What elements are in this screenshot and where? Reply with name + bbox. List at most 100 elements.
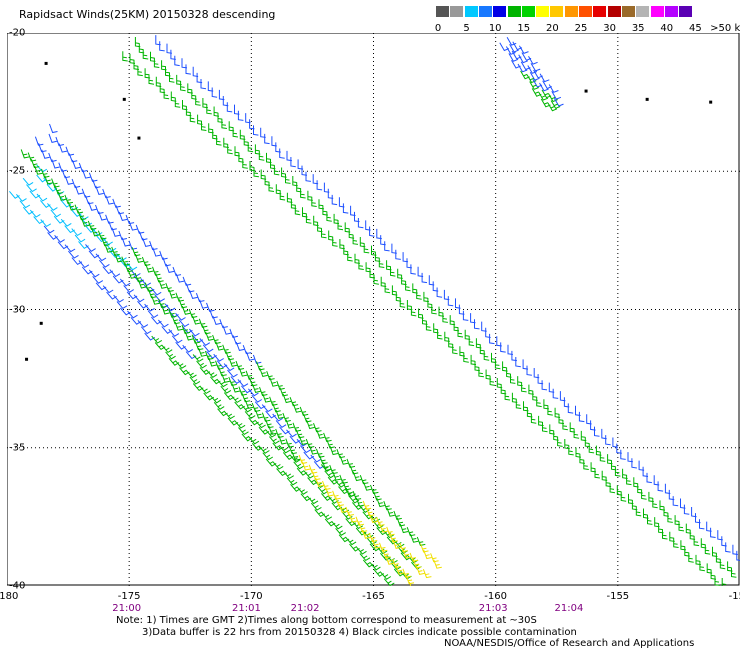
wind-barb [166, 43, 172, 54]
wind-barb [647, 514, 653, 525]
wind-barb [626, 474, 632, 486]
island-markers [25, 61, 713, 361]
wind-barb [391, 243, 397, 254]
time-label: 21:01 [232, 603, 261, 614]
wind-barb [511, 392, 518, 403]
wind-barb [98, 211, 107, 221]
wind-barb [301, 461, 311, 471]
wind-barb [264, 133, 270, 145]
wind-barb [518, 45, 529, 55]
wind-barb [470, 354, 477, 366]
legend-swatch [564, 6, 578, 17]
wind-barb [384, 241, 390, 252]
wind-barb [316, 429, 325, 439]
wind-barb [296, 182, 302, 193]
wind-barb [95, 204, 104, 215]
wind-barb [288, 445, 298, 455]
wind-barb [168, 357, 180, 366]
wind-barb [302, 207, 308, 218]
wind-barb [150, 51, 156, 62]
wind-barb [358, 259, 364, 270]
wind-barb [275, 409, 285, 419]
wind-barb [564, 439, 570, 450]
wind-barb [281, 167, 287, 178]
wind-barb [199, 367, 211, 375]
wind-barb [594, 426, 600, 437]
wind-barb [269, 396, 278, 406]
wind-barb [601, 470, 608, 481]
legend-label: 40 [660, 23, 674, 34]
wind-barb [111, 246, 120, 256]
wind-barb [611, 460, 617, 471]
wind-barb [370, 484, 379, 494]
wind-barb [192, 66, 199, 77]
wind-barb [115, 205, 125, 215]
wind-barb [71, 257, 83, 266]
wind-barb [343, 245, 349, 256]
legend-label: 0 [434, 23, 442, 34]
wind-barb [258, 150, 265, 161]
wind-barb [244, 411, 256, 419]
wind-barb [275, 142, 281, 153]
wind-barb [614, 466, 621, 477]
wind-barb [268, 425, 277, 435]
wind-barb [293, 461, 305, 470]
wind-barb [118, 230, 127, 241]
wind-barb [48, 152, 57, 163]
wind-barb [159, 83, 166, 94]
wind-barb [248, 388, 259, 397]
wind-barb [727, 561, 733, 572]
wind-barb [216, 135, 222, 146]
wind-barb [319, 455, 328, 465]
wind-barb [217, 112, 223, 123]
wind-barb [137, 279, 147, 289]
wind-barb [112, 275, 124, 284]
wind-barb [383, 578, 395, 586]
wind-barb [712, 546, 718, 557]
wind-barb [485, 327, 491, 338]
wind-barb [296, 438, 308, 447]
wind-barb [305, 213, 312, 224]
wind-barb [470, 313, 476, 324]
wind-barb [43, 225, 55, 234]
wind-barb [189, 112, 196, 123]
wind-barb [135, 224, 145, 234]
wind-barb [119, 278, 131, 287]
wind-barb [393, 510, 402, 520]
wind-barb [348, 228, 355, 239]
wind-barb [384, 283, 391, 294]
wind-barb [254, 401, 266, 410]
wind-barb [282, 393, 292, 404]
legend-swatch [679, 6, 693, 17]
wind-barb [212, 334, 221, 345]
wind-barb [174, 321, 184, 331]
time-label: 21:03 [478, 603, 508, 614]
wind-barb [494, 359, 501, 370]
wind-barb [47, 232, 58, 240]
wind-barb [631, 458, 637, 469]
legend-swatch [650, 6, 664, 17]
wind-barb [78, 162, 88, 173]
wind-barb [420, 543, 429, 553]
wind-barb [489, 375, 496, 386]
wind-barb [227, 144, 233, 155]
wind-barb [197, 114, 203, 125]
wind-barb [50, 209, 62, 218]
wind-barb [584, 437, 591, 448]
wind-barb [653, 475, 660, 486]
wind-barb [82, 169, 91, 179]
wind-barb [126, 262, 138, 271]
wind-barb [542, 422, 548, 433]
wind-barb [165, 66, 171, 77]
wind-barb [380, 571, 392, 580]
wind-barb [527, 65, 538, 74]
wind-barb [238, 386, 247, 396]
wind-barb [642, 466, 649, 477]
wind-barb [253, 125, 259, 136]
wind-barb [127, 269, 137, 279]
wind-barb [379, 523, 388, 533]
legend-label: 25 [574, 23, 588, 34]
wind-barb [324, 518, 336, 527]
wind-barb [151, 316, 162, 325]
wind-barb [397, 268, 403, 279]
